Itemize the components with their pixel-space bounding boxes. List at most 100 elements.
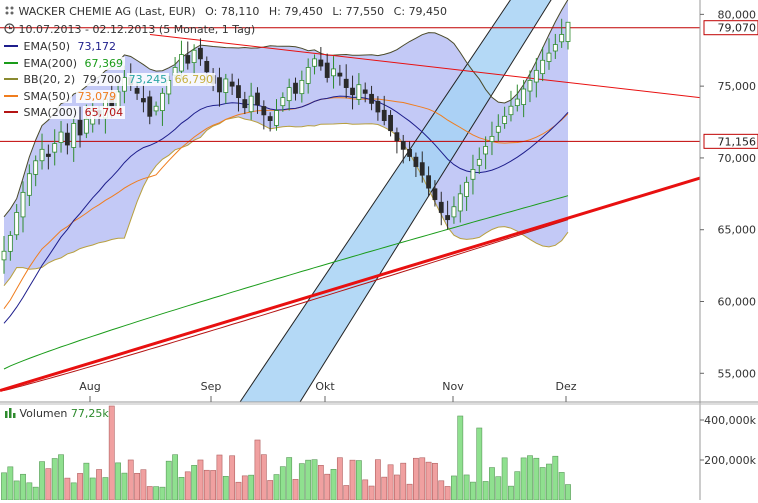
candle-body: [286, 87, 292, 102]
volume-title: Volumen: [19, 407, 68, 420]
volume-bar: [153, 486, 159, 500]
volume-bar: [533, 457, 540, 500]
volume-bar: [254, 439, 261, 500]
y-tick-label: 80,000: [718, 8, 757, 21]
candle-body: [299, 80, 305, 95]
candle-body: [457, 193, 463, 212]
channel-lower-line: [239, 0, 511, 402]
candle-body: [52, 143, 58, 153]
candle-body: [375, 100, 381, 113]
candle-body: [445, 215, 450, 221]
volume-bar: [355, 460, 362, 500]
volume-bars-icon: [5, 408, 16, 418]
candle-body: [337, 72, 343, 77]
candle-body: [7, 235, 13, 252]
candle-body: [451, 206, 457, 218]
candle-body: [26, 173, 32, 196]
ema200-line: [3, 195, 569, 370]
volume-bar: [102, 477, 109, 500]
candle-body: [191, 49, 197, 63]
volume-bar: [216, 454, 223, 500]
volume-bar: [7, 466, 14, 500]
candle-body: [419, 162, 425, 176]
volume-bar: [248, 474, 255, 500]
volume-bar: [457, 415, 464, 500]
volume-bar: [51, 458, 58, 500]
price-level-box: [703, 133, 758, 149]
volume-bar: [489, 467, 495, 500]
candle-body: [407, 148, 412, 157]
volume-bar: [330, 469, 337, 500]
resistance-trendline: [149, 33, 700, 99]
candle-body: [14, 212, 20, 236]
volume-bar: [546, 463, 552, 500]
volume-bar: [260, 454, 267, 500]
candle-body: [204, 60, 210, 73]
volume-bar: [425, 461, 432, 500]
candle-body: [559, 34, 565, 43]
volume-bar: [39, 461, 45, 500]
candle-body: [102, 98, 108, 119]
candle-body: [255, 92, 260, 106]
candle-body: [312, 58, 317, 67]
volume-bar: [419, 457, 426, 500]
volume-bar: [463, 474, 470, 500]
x-tick-label: Dez: [555, 380, 576, 393]
y-tick-label: 70,000: [718, 152, 757, 165]
volume-bar: [393, 474, 400, 500]
candle-body: [280, 97, 286, 107]
volume-bar: [134, 472, 140, 500]
candle-body: [552, 44, 558, 52]
x-tick-label: Nov: [442, 380, 464, 393]
volume-bar: [45, 468, 52, 500]
candle-body: [533, 69, 539, 83]
candle-body: [324, 62, 330, 78]
volume-bar: [336, 457, 343, 500]
volume-bar: [413, 457, 419, 500]
volume-bar: [343, 485, 350, 500]
y-tick-label: 75,000: [718, 80, 757, 93]
candle-body: [172, 67, 178, 76]
x-tick-label: Aug: [79, 380, 100, 393]
candle-body: [388, 114, 393, 132]
candle-body: [122, 77, 127, 92]
volume-bar: [317, 465, 324, 500]
candle-body: [267, 116, 273, 122]
volume-bar: [444, 486, 451, 500]
sma200-line: [3, 219, 569, 391]
candle-body: [356, 84, 362, 100]
volume-bar: [229, 455, 236, 500]
volume-bar: [58, 454, 64, 500]
volume-bar: [305, 459, 312, 500]
price-level-label: 79,070: [718, 22, 757, 35]
candle-body: [134, 88, 140, 94]
candle-body: [90, 110, 96, 125]
volume-bar: [470, 481, 476, 500]
candle-body: [33, 160, 39, 175]
y-tick-label: 55,000: [718, 367, 757, 380]
candle-body: [153, 105, 159, 112]
candle-body: [521, 88, 527, 105]
volume-value: 77,25k: [70, 407, 109, 420]
candle-body: [77, 119, 83, 136]
y-tick-label: 65,000: [718, 224, 757, 237]
support-trendline: [0, 176, 700, 392]
candle-body: [495, 125, 501, 133]
bollinger-lower-line: [3, 116, 569, 287]
volume-bar: [451, 475, 457, 500]
candle-body: [242, 99, 248, 109]
candle-body: [426, 175, 431, 189]
volume-bar: [121, 472, 128, 500]
volume-bar: [32, 486, 39, 500]
volume-bar: [311, 459, 318, 500]
candle-body: [400, 141, 406, 150]
candle-body: [470, 169, 476, 180]
volume-legend: Volumen 77,25k: [4, 407, 109, 420]
vol-tick-label: 200,000k: [704, 454, 756, 467]
candle-body: [128, 77, 134, 86]
volume-bar: [140, 469, 147, 500]
vol-tick-label: 400,000k: [704, 414, 756, 427]
candle-body: [483, 146, 489, 155]
volume-bar: [495, 476, 502, 500]
volume-bar: [172, 454, 179, 500]
